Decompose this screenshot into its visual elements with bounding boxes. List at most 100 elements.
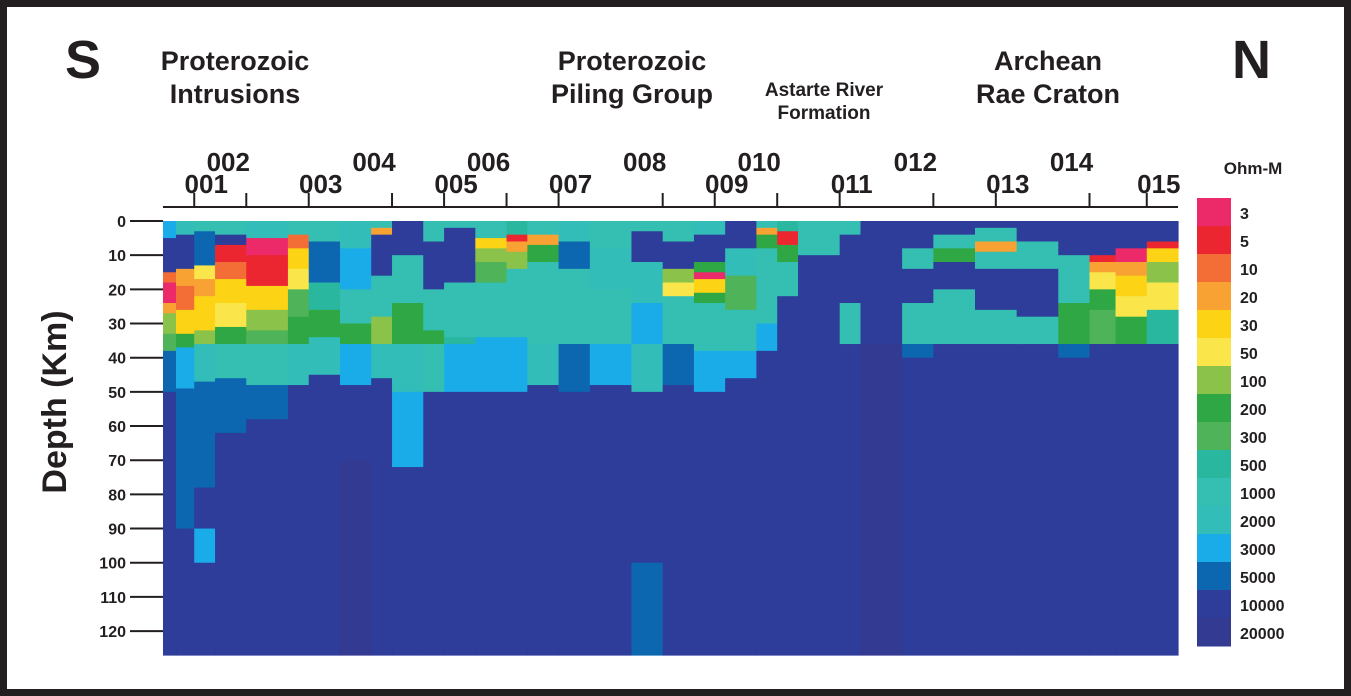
heatmap-cell xyxy=(423,391,445,656)
heatmap-cell xyxy=(860,344,903,656)
station-label: 009 xyxy=(705,169,748,199)
heatmap-cell xyxy=(287,385,310,656)
heatmap-cell xyxy=(506,251,528,270)
colorbar-swatch xyxy=(1197,394,1231,423)
station-label: 005 xyxy=(434,169,477,199)
heatmap-cell xyxy=(1115,221,1148,249)
heatmap-cell xyxy=(589,221,633,249)
heatmap-cell xyxy=(163,272,177,284)
heatmap-cell xyxy=(693,272,726,280)
heatmap-cell xyxy=(798,255,841,656)
heatmap-cell xyxy=(933,289,976,345)
heatmap-cell xyxy=(527,385,560,656)
region-label-line: Rae Craton xyxy=(976,79,1120,109)
heatmap-cell xyxy=(975,309,1018,345)
heatmap-cell xyxy=(215,279,247,304)
colorbar-level-label: 10 xyxy=(1240,262,1258,279)
heatmap-cell xyxy=(933,262,976,290)
colorbar-swatch xyxy=(1197,534,1231,563)
heatmap-cell xyxy=(215,221,247,236)
heatmap-cell xyxy=(693,234,726,263)
heatmap-cell xyxy=(506,391,528,656)
station-label: 011 xyxy=(831,169,873,199)
heatmap-cell xyxy=(693,350,726,393)
heatmap-cell xyxy=(308,282,341,311)
depth-tick-label: 90 xyxy=(108,522,126,539)
heatmap-cell xyxy=(558,221,591,243)
heatmap-cell xyxy=(176,333,195,349)
heatmap-cell xyxy=(371,378,393,656)
heatmap-cell xyxy=(1089,221,1117,256)
heatmap-cell xyxy=(725,275,757,311)
heatmap-cell xyxy=(215,326,247,345)
heatmap-cell xyxy=(725,221,757,249)
heatmap-cell xyxy=(1016,316,1059,345)
heatmap-cell xyxy=(1146,248,1179,263)
heatmap-cell xyxy=(662,268,695,284)
direction-label-south: S xyxy=(65,30,101,90)
colorbar-level-label: 10000 xyxy=(1240,598,1285,615)
colorbar-level-label: 3 xyxy=(1240,206,1249,223)
depth-tick-label: 70 xyxy=(108,453,126,470)
heatmap-cell xyxy=(933,221,976,236)
region-label-line: Proterozoic xyxy=(558,46,707,76)
heatmap-cell xyxy=(527,234,560,246)
heatmap-cell xyxy=(176,309,195,335)
colorbar-swatch xyxy=(1197,338,1231,367)
heatmap-cell xyxy=(506,337,528,393)
heatmap-cell xyxy=(839,344,862,656)
heatmap-cell xyxy=(392,303,424,345)
heatmap-cell xyxy=(693,391,726,656)
colorbar-level-label: 500 xyxy=(1240,458,1267,475)
station-label: 001 xyxy=(185,169,228,199)
station-label: 014 xyxy=(1050,147,1094,177)
heatmap-cell xyxy=(1058,303,1091,345)
heatmap-cell xyxy=(176,528,195,656)
heatmap-cell xyxy=(558,268,591,345)
heatmap-cell xyxy=(902,303,934,345)
heatmap-cell xyxy=(1058,221,1091,256)
colorbar-swatch xyxy=(1197,310,1231,339)
station-label: 003 xyxy=(299,169,342,199)
heatmap-cell xyxy=(371,234,393,277)
depth-tick-label: 20 xyxy=(108,282,126,299)
heatmap-cell xyxy=(1115,296,1148,318)
heatmap-cell xyxy=(194,231,216,267)
depth-tick-label: 30 xyxy=(108,317,126,334)
heatmap-cell xyxy=(423,241,445,290)
heatmap-cell xyxy=(1016,241,1059,270)
heatmap-cell xyxy=(287,234,310,249)
heatmap-cell xyxy=(1115,262,1148,277)
heatmap-cell xyxy=(475,238,508,249)
colorbar-swatch xyxy=(1197,450,1231,479)
colorbar-swatch xyxy=(1197,478,1231,507)
colorbar-level-label: 20 xyxy=(1240,290,1258,307)
heatmap-cell xyxy=(725,309,757,352)
colorbar-swatch xyxy=(1197,422,1231,451)
heatmap-cell xyxy=(527,221,560,236)
heatmap-cell xyxy=(308,337,341,376)
heatmap-cell xyxy=(194,296,216,331)
heatmap-cell xyxy=(339,344,372,386)
heatmap-cell xyxy=(975,268,1018,311)
heatmap-cell xyxy=(589,344,633,386)
heatmap-cell xyxy=(163,391,177,656)
depth-tick-label: 40 xyxy=(108,351,126,368)
station-label: 007 xyxy=(549,169,592,199)
heatmap-cell xyxy=(777,296,799,656)
heatmap-cell xyxy=(194,279,216,297)
heatmap-cell xyxy=(693,303,726,352)
station-label: 010 xyxy=(738,147,781,177)
heatmap-cell xyxy=(589,289,633,345)
heatmap-cell xyxy=(444,337,476,345)
heatmap-cell xyxy=(176,268,195,287)
heatmap-cell xyxy=(693,279,726,294)
heatmap-cell xyxy=(215,234,247,246)
heatmap-cell xyxy=(423,289,445,331)
heatmap-cell xyxy=(444,221,476,229)
heatmap-cell xyxy=(194,221,216,232)
colorbar-level-label: 200 xyxy=(1240,402,1267,419)
heatmap-cell xyxy=(371,316,393,345)
heatmap-cell xyxy=(631,391,664,564)
heatmap-cell xyxy=(1089,289,1117,311)
